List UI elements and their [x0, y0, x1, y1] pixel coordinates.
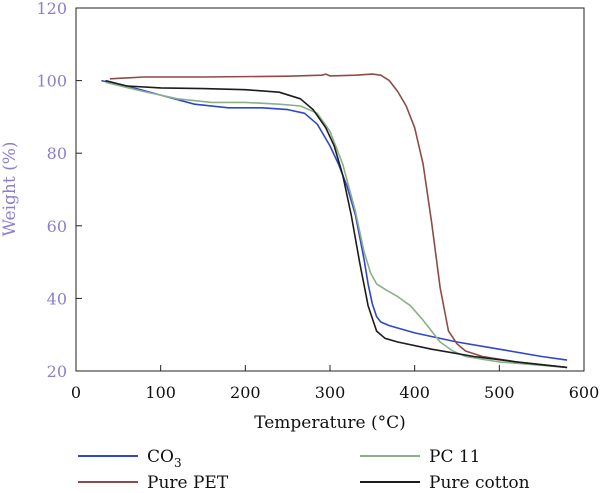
y-tick-label: 20: [47, 362, 67, 381]
y-tick-label: 100: [36, 72, 67, 91]
legend-label: Pure PET: [147, 473, 229, 493]
series-line-pure-cotton: [105, 79, 568, 369]
x-axis-ticks: 0 100 200 300 400 500 600: [71, 365, 599, 402]
legend-label-subscript: 3: [174, 456, 182, 470]
legend-label: Pure cotton: [429, 473, 530, 493]
series-line-pc-11: [105, 81, 568, 369]
legend-label: CO3: [147, 447, 182, 470]
legend-label-text: Pure cotton: [429, 473, 530, 493]
x-axis-title: Temperature (°C): [254, 413, 406, 433]
x-tick-label: 0: [71, 383, 81, 402]
y-tick-label: 120: [36, 0, 67, 18]
y-tick-label: 60: [47, 217, 67, 236]
legend-label-text: Pure PET: [147, 473, 229, 493]
legend-label: PC 11: [429, 447, 480, 467]
legend: CO3 Pure PET PC 11 Pure cotton: [78, 447, 530, 493]
x-tick-label: 500: [484, 383, 515, 402]
plot-frame: [75, 7, 585, 372]
legend-label-text: CO: [147, 447, 174, 467]
series-line-pure-pet: [109, 73, 568, 369]
x-tick-label: 100: [145, 383, 176, 402]
x-tick-label: 200: [230, 383, 261, 402]
y-axis-ticks: 20 40 60 80 100 120: [36, 0, 82, 381]
series-lines: [101, 73, 568, 369]
x-tick-label: 400: [399, 383, 430, 402]
x-tick-label: 600: [569, 383, 600, 402]
legend-label-text: PC 11: [429, 447, 480, 467]
y-axis-title: Weight (%): [0, 141, 20, 236]
series-line-co3: [101, 79, 568, 361]
y-tick-label: 80: [47, 144, 67, 163]
y-tick-label: 40: [47, 289, 67, 308]
x-tick-label: 300: [315, 383, 346, 402]
